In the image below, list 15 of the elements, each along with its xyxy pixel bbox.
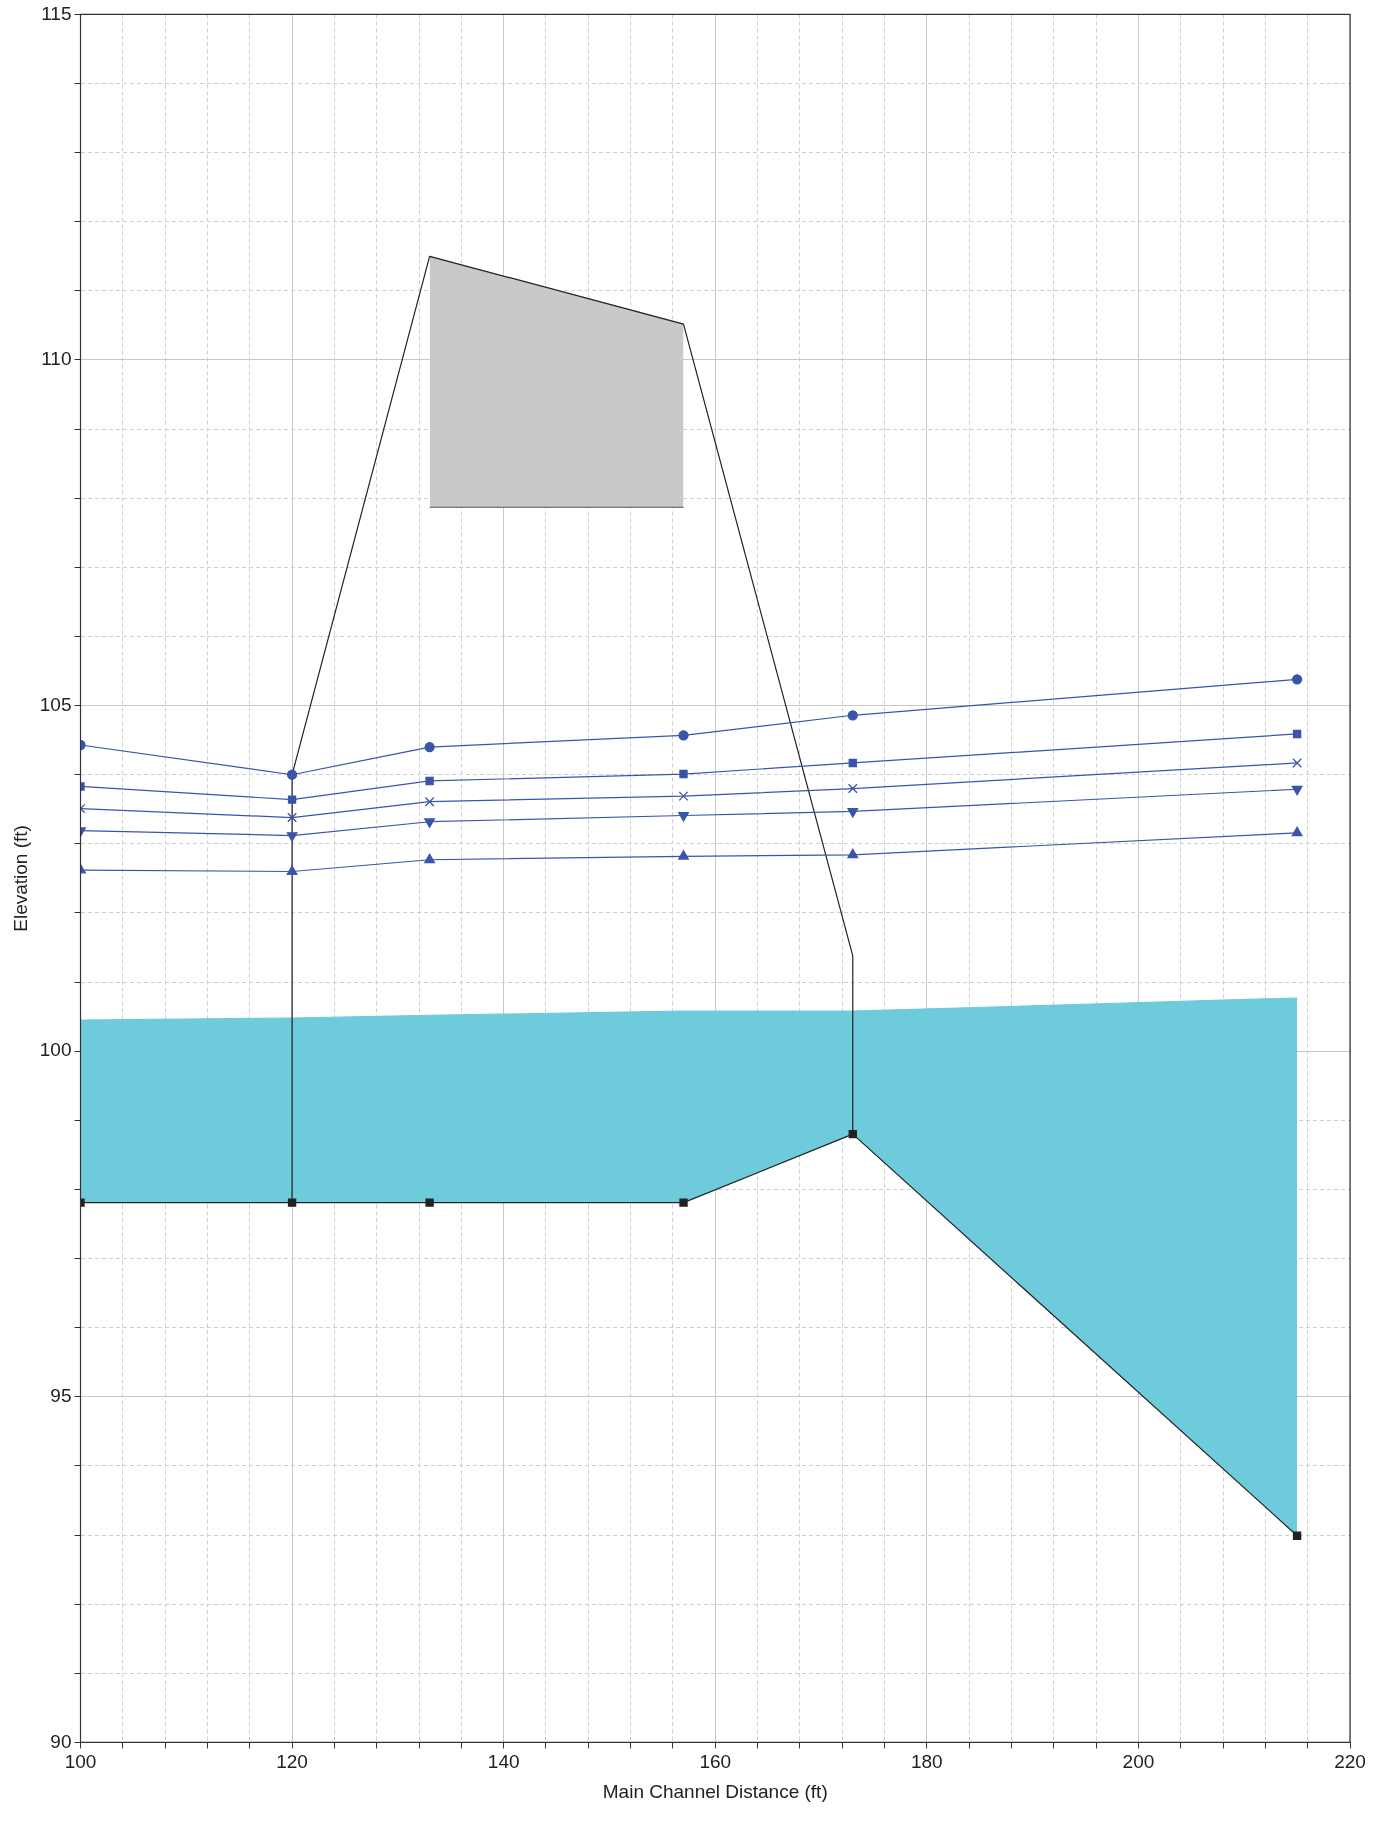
x-tick-label: 180 [910,1751,943,1773]
x-tick-label: 120 [276,1751,308,1773]
y-tick-label: 110 [41,348,72,370]
x-tick-label: 160 [699,1751,732,1773]
y-tick-label: 95 [50,1385,72,1407]
x-tick-label: 200 [1122,1751,1155,1773]
y-tick-label: 105 [39,693,72,715]
y-tick-label: 100 [39,1039,72,1061]
y-axis-title: Elevation (ft) [9,825,31,932]
y-tick-label: 90 [50,1730,72,1752]
x-tick-label: 220 [1334,1751,1366,1773]
x-tick-label: 100 [64,1751,97,1773]
x-tick-label: 140 [487,1751,520,1773]
y-tick-label: 115 [41,2,72,24]
x-axis-title: Main Channel Distance (ft) [602,1780,828,1802]
